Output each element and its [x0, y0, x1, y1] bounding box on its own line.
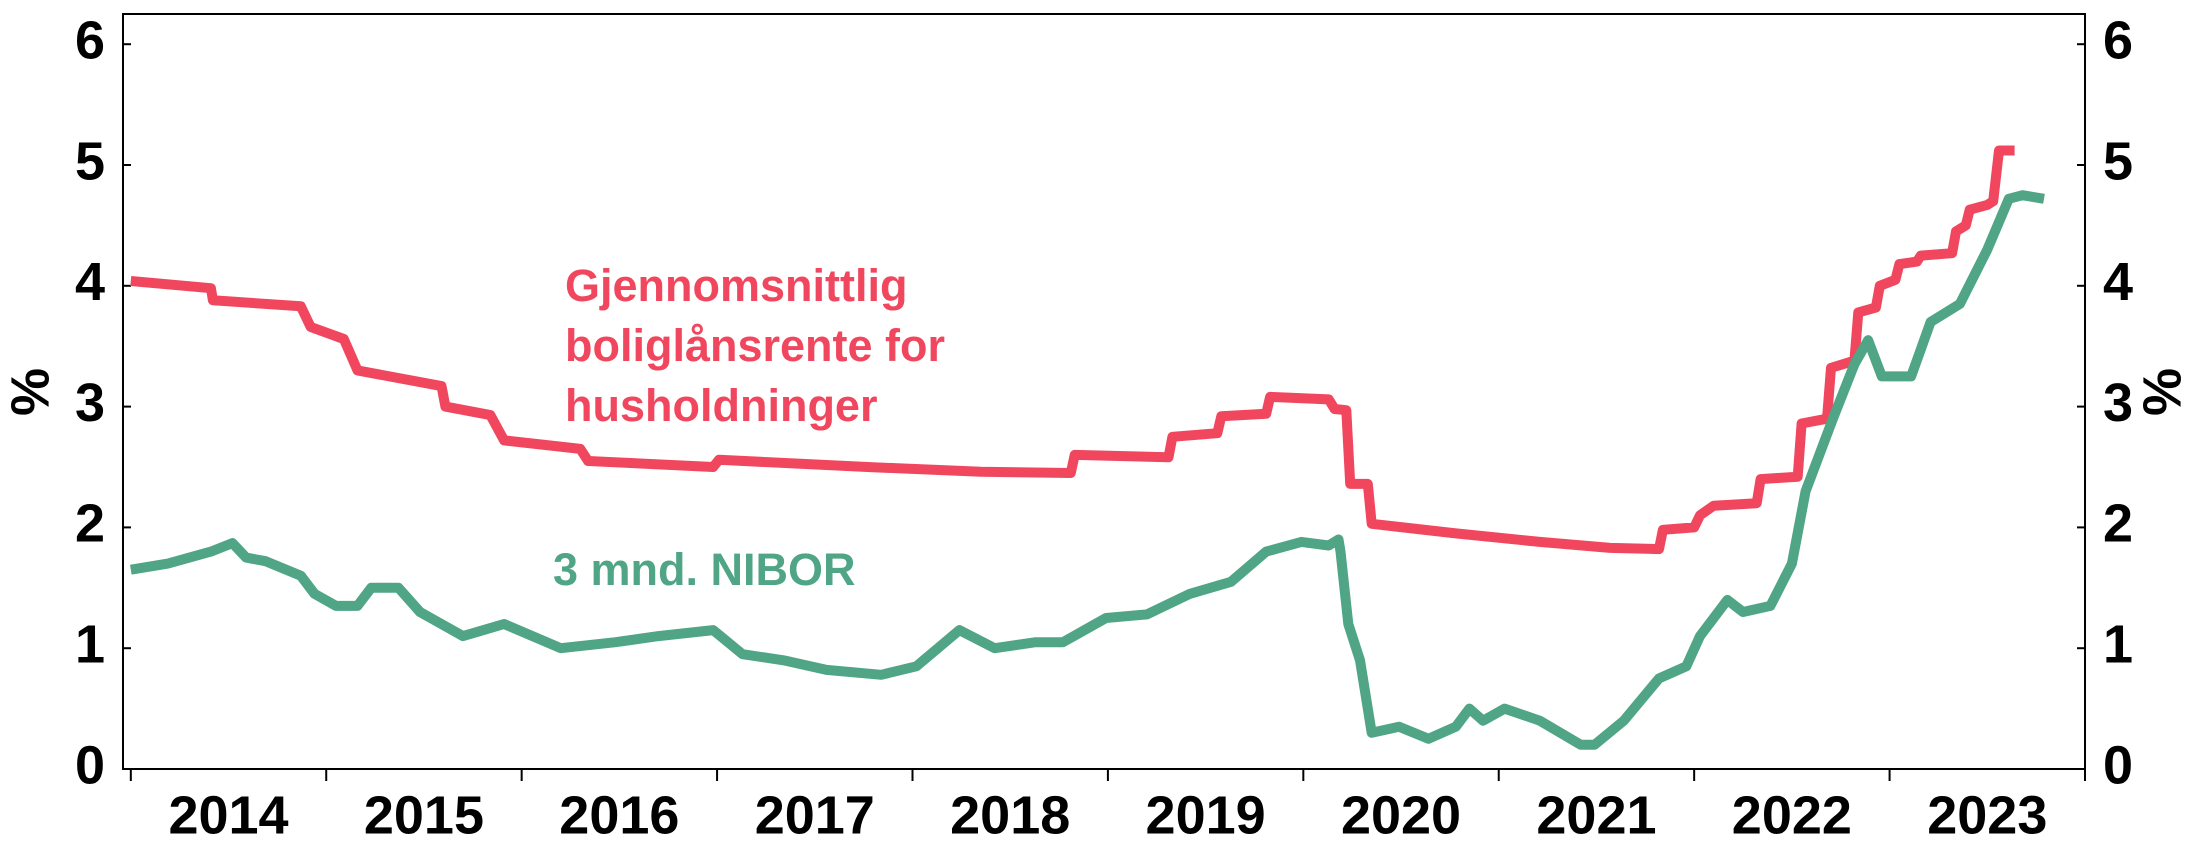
x-tick-label: 2022 [1732, 785, 1852, 844]
x-tick-label: 2017 [755, 785, 875, 844]
x-tick-label: 2020 [1341, 785, 1461, 844]
y-tick-label: 0 [75, 735, 105, 795]
series-line [129, 190, 2045, 750]
y-axis-label: % [0, 368, 60, 416]
x-tick-label: 2018 [950, 785, 1070, 844]
plot-frame [122, 13, 2086, 770]
y-tick-label: 3 [75, 373, 105, 433]
y2-tick-label: 5 [2103, 131, 2133, 191]
y2-tick-label: 3 [2103, 373, 2133, 433]
x-tick-label: 2023 [1927, 785, 2047, 844]
series-line [130, 145, 2015, 555]
y2-axis-label: % [2132, 368, 2192, 416]
series-label: Gjennomsnittlig boliglånsrente for husho… [565, 260, 946, 431]
x-tick-label: 2021 [1536, 785, 1656, 844]
y-tick-label: 6 [75, 10, 105, 70]
y-tick-label: 5 [75, 131, 105, 191]
series-label: 3 mnd. NIBOR [553, 544, 856, 595]
y-tick-label: 1 [75, 614, 105, 674]
y2-tick-label: 1 [2103, 614, 2133, 674]
y2-tick-label: 6 [2103, 10, 2133, 70]
x-tick-label: 2014 [168, 785, 288, 844]
x-tick-label: 2016 [559, 785, 679, 844]
y-tick-label: 2 [75, 494, 105, 554]
y2-tick-label: 4 [2103, 252, 2133, 312]
y-tick-label: 4 [75, 252, 105, 312]
x-tick-label: 2019 [1146, 785, 1266, 844]
x-tick-label: 2015 [364, 785, 484, 844]
y2-tick-label: 0 [2103, 735, 2133, 795]
y2-tick-label: 2 [2103, 494, 2133, 554]
